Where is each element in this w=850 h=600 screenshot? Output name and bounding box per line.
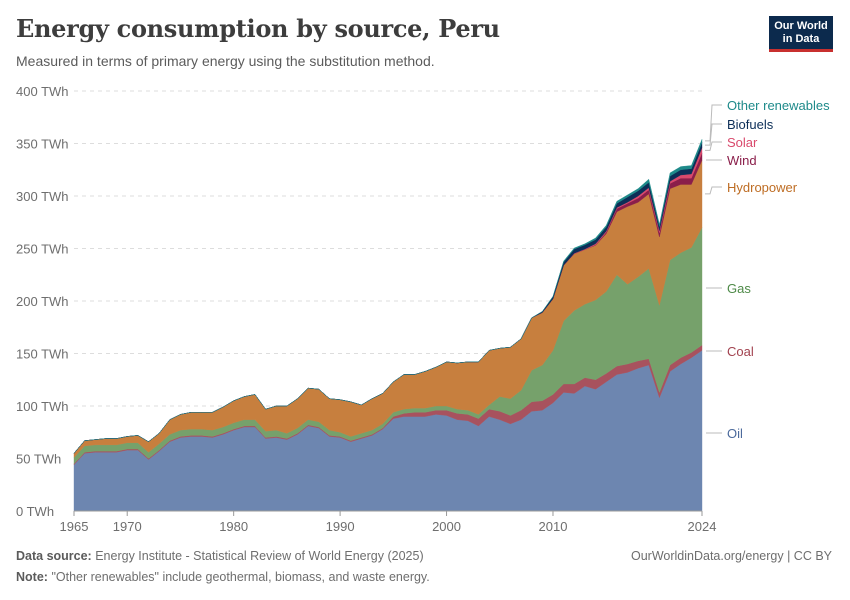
x-tick-label: 2000 xyxy=(432,519,461,534)
y-tick-label: 100 TWh xyxy=(16,399,69,414)
source-label: Data source: xyxy=(16,549,92,563)
x-tick-label: 1990 xyxy=(326,519,355,534)
y-tick-label: 50 TWh xyxy=(16,452,61,467)
series-label-biofuels[interactable]: Biofuels xyxy=(727,117,774,132)
x-tick-label: 1980 xyxy=(219,519,248,534)
label-connector xyxy=(705,141,722,151)
x-tick-label: 2024 xyxy=(688,519,717,534)
note-label: Note: xyxy=(16,570,48,584)
y-tick-label: 400 TWh xyxy=(16,84,69,99)
area-series xyxy=(73,139,703,512)
series-label-wind[interactable]: Wind xyxy=(727,153,757,168)
x-tick-label: 1965 xyxy=(60,519,89,534)
logo-line-1: Our World xyxy=(774,20,828,32)
chart-title: Energy consumption by source, Peru xyxy=(16,14,500,43)
label-connector xyxy=(705,123,722,146)
license-link[interactable]: OurWorldinData.org/energy | CC BY xyxy=(630,549,832,563)
series-label-hydropower[interactable]: Hydropower xyxy=(727,180,798,195)
y-tick-label: 350 TWh xyxy=(16,137,69,152)
logo-line-2: in Data xyxy=(782,33,820,45)
x-tick-label: 1970 xyxy=(113,519,142,534)
axes: 0 TWh 50 TWh 100 TWh 150 TWh 200 TWh 250 TWh 3… xyxy=(16,84,716,534)
y-tick-label: 300 TWh xyxy=(16,189,69,204)
y-tick-label: 150 TWh xyxy=(16,347,69,362)
series-label-other-renewables[interactable]: Other renewables xyxy=(727,98,830,113)
note-text: "Other renewables" include geothermal, b… xyxy=(51,570,430,584)
label-connector xyxy=(705,104,722,142)
area-other-renewables[interactable] xyxy=(73,139,703,454)
series-label-gas[interactable]: Gas xyxy=(727,281,751,296)
series-label-oil[interactable]: Oil xyxy=(727,426,743,441)
note: Note: "Other renewables" include geother… xyxy=(16,570,430,584)
chart-subtitle: Measured in terms of primary energy usin… xyxy=(16,53,435,69)
source-text[interactable]: Energy Institute - Statistical Review of… xyxy=(95,549,424,563)
owid-logo[interactable]: Our World in Data xyxy=(769,16,833,52)
series-label-coal[interactable]: Coal xyxy=(727,344,754,359)
series-labels: Oil Coal Gas Hydropower Wind Solar Biofuels Oth… xyxy=(705,98,830,441)
data-source: Data source: Energy Institute - Statisti… xyxy=(16,549,424,563)
y-tick-label: 200 TWh xyxy=(16,294,69,309)
series-label-solar[interactable]: Solar xyxy=(727,135,758,150)
y-tick-label: 250 TWh xyxy=(16,242,69,257)
label-connector xyxy=(705,186,722,195)
y-tick-label: 0 TWh xyxy=(16,504,54,519)
x-tick-label: 2010 xyxy=(539,519,568,534)
